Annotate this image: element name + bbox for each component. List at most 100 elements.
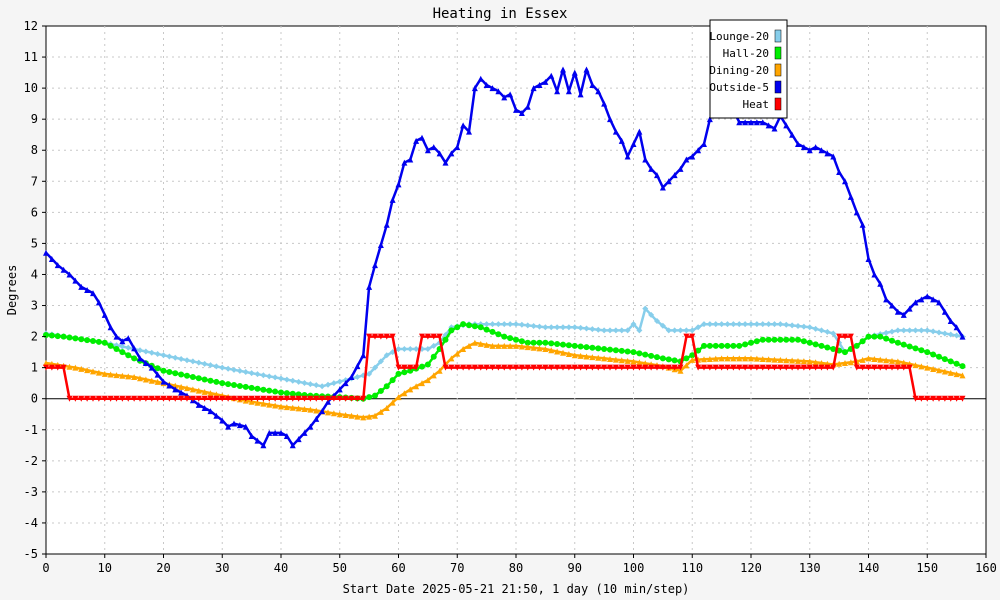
- data-point-heat: [266, 395, 273, 402]
- data-point-dining-20: [301, 405, 308, 412]
- data-point-dining-20: [777, 356, 784, 363]
- data-point-hall-20: [630, 349, 637, 356]
- data-point-outside-5: [812, 144, 819, 151]
- data-point-hall-20: [48, 332, 55, 339]
- data-point-hall-20: [495, 331, 502, 338]
- data-point-outside-5: [219, 417, 226, 424]
- data-point-heat: [671, 364, 678, 371]
- data-point-heat: [706, 364, 713, 371]
- x-tick-label: 120: [740, 561, 762, 575]
- data-point-dining-20: [201, 388, 208, 395]
- y-tick-label: 12: [24, 19, 38, 33]
- data-point-outside-5: [207, 408, 214, 415]
- data-point-lounge-20: [354, 373, 361, 380]
- data-point-hall-20: [107, 342, 114, 349]
- data-point-lounge-20: [589, 326, 596, 333]
- data-point-lounge-20: [548, 324, 555, 331]
- data-point-heat: [859, 364, 866, 371]
- data-point-lounge-20: [178, 355, 185, 362]
- data-point-heat: [918, 395, 925, 402]
- data-point-hall-20: [471, 323, 478, 330]
- data-point-hall-20: [571, 342, 578, 349]
- x-tick-label: 30: [215, 561, 229, 575]
- data-point-dining-20: [471, 339, 478, 346]
- data-point-lounge-20: [812, 325, 819, 332]
- data-point-outside-5: [442, 159, 449, 166]
- data-point-hall-20: [78, 336, 85, 343]
- data-point-hall-20: [859, 338, 866, 345]
- data-point-lounge-20: [283, 376, 290, 383]
- data-point-outside-5: [677, 165, 684, 172]
- data-point-lounge-20: [336, 378, 343, 385]
- data-point-heat: [401, 364, 408, 371]
- data-point-outside-5: [477, 75, 484, 82]
- data-point-dining-20: [413, 383, 420, 390]
- data-point-lounge-20: [724, 321, 731, 328]
- data-point-dining-20: [630, 358, 637, 365]
- data-point-hall-20: [266, 387, 273, 394]
- data-point-outside-5: [912, 299, 919, 306]
- data-point-lounge-20: [771, 321, 778, 328]
- data-point-dining-20: [542, 346, 549, 353]
- data-point-outside-5: [501, 94, 508, 101]
- data-point-dining-20: [930, 365, 937, 372]
- data-point-heat: [366, 333, 373, 340]
- data-point-outside-5: [824, 150, 831, 157]
- data-point-hall-20: [407, 367, 414, 374]
- data-point-lounge-20: [677, 327, 684, 334]
- data-point-dining-20: [577, 352, 584, 359]
- data-point-dining-20: [689, 356, 696, 363]
- y-tick-label: 10: [24, 81, 38, 95]
- data-point-dining-20: [119, 372, 126, 379]
- data-point-heat: [753, 364, 760, 371]
- data-point-hall-20: [912, 345, 919, 352]
- data-point-hall-20: [231, 382, 237, 389]
- data-point-lounge-20: [659, 322, 666, 329]
- legend-swatch-dining-20: [774, 63, 782, 77]
- data-point-heat: [389, 333, 396, 340]
- data-point-hall-20: [383, 383, 390, 390]
- legend-swatch-lounge-20: [774, 29, 782, 43]
- data-point-outside-5: [307, 423, 314, 430]
- data-point-dining-20: [889, 357, 895, 364]
- data-point-lounge-20: [483, 321, 490, 328]
- data-point-dining-20: [407, 386, 414, 393]
- data-point-outside-5: [225, 423, 232, 430]
- data-point-outside-5: [513, 106, 519, 113]
- data-point-outside-5: [507, 91, 514, 98]
- data-point-hall-20: [125, 352, 132, 359]
- data-point-heat: [654, 364, 660, 371]
- data-point-outside-5: [489, 85, 496, 92]
- data-point-lounge-20: [607, 327, 613, 334]
- data-point-dining-20: [419, 380, 425, 387]
- data-point-dining-20: [871, 355, 878, 362]
- data-point-outside-5: [565, 88, 572, 95]
- data-point-heat: [90, 395, 96, 402]
- data-point-dining-20: [507, 342, 514, 349]
- data-point-heat: [724, 364, 731, 371]
- data-point-heat: [665, 364, 672, 371]
- data-point-lounge-20: [366, 370, 373, 377]
- data-point-dining-20: [800, 358, 807, 365]
- data-point-heat: [518, 364, 525, 371]
- data-point-lounge-20: [242, 368, 249, 375]
- legend-label-dining-20: Dining-20: [709, 64, 769, 77]
- data-point-heat: [889, 364, 895, 371]
- data-point-heat: [536, 364, 543, 371]
- data-point-outside-5: [137, 355, 143, 362]
- data-point-dining-20: [330, 410, 337, 417]
- data-point-heat: [477, 364, 484, 371]
- data-point-dining-20: [583, 353, 590, 360]
- data-point-heat: [301, 395, 308, 402]
- y-tick-label: -5: [24, 547, 38, 561]
- data-point-dining-20: [195, 387, 202, 394]
- data-point-hall-20: [947, 358, 954, 365]
- x-tick-label: 90: [568, 561, 582, 575]
- data-point-lounge-20: [577, 324, 584, 331]
- data-point-dining-20: [395, 394, 402, 401]
- data-point-dining-20: [560, 349, 566, 356]
- x-tick-label: 20: [156, 561, 170, 575]
- data-point-dining-20: [789, 357, 796, 364]
- data-point-dining-20: [718, 355, 725, 362]
